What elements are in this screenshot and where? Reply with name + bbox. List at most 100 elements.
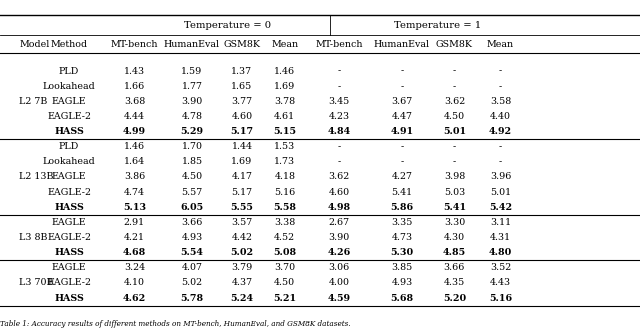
- Text: 5.01: 5.01: [490, 188, 511, 197]
- Text: 5.21: 5.21: [273, 294, 296, 303]
- Text: Temperature = 0: Temperature = 0: [184, 21, 271, 29]
- Text: EAGLE-2: EAGLE-2: [47, 188, 91, 197]
- Text: 5.41: 5.41: [391, 188, 413, 197]
- Text: L3 70B: L3 70B: [19, 279, 54, 288]
- Text: 1.66: 1.66: [124, 81, 145, 91]
- Text: 1.73: 1.73: [274, 157, 296, 166]
- Text: 3.90: 3.90: [181, 97, 203, 106]
- Text: 3.45: 3.45: [328, 97, 350, 106]
- Text: 5.57: 5.57: [181, 188, 203, 197]
- Text: 3.70: 3.70: [274, 263, 296, 272]
- Text: -: -: [499, 157, 502, 166]
- Text: 5.20: 5.20: [443, 294, 466, 303]
- Text: 4.78: 4.78: [182, 112, 202, 121]
- Text: 5.16: 5.16: [274, 188, 296, 197]
- Text: 5.03: 5.03: [444, 188, 465, 197]
- Text: 3.62: 3.62: [328, 172, 350, 181]
- Text: Model: Model: [19, 40, 49, 49]
- Text: 5.13: 5.13: [123, 203, 146, 212]
- Text: 5.41: 5.41: [443, 203, 466, 212]
- Text: 4.37: 4.37: [231, 279, 253, 288]
- Text: 4.59: 4.59: [328, 294, 351, 303]
- Text: Temperature = 1: Temperature = 1: [394, 21, 481, 29]
- Text: -: -: [452, 142, 456, 151]
- Text: 3.62: 3.62: [444, 97, 465, 106]
- Text: HASS: HASS: [54, 294, 84, 303]
- Text: 4.35: 4.35: [444, 279, 465, 288]
- Text: 6.05: 6.05: [180, 203, 204, 212]
- Text: -: -: [499, 66, 502, 75]
- Text: HumanEval: HumanEval: [164, 40, 220, 49]
- Text: 3.90: 3.90: [328, 233, 350, 242]
- Text: 4.60: 4.60: [328, 188, 350, 197]
- Text: GSM8K: GSM8K: [223, 40, 260, 49]
- Text: 2.91: 2.91: [124, 218, 145, 227]
- Text: 4.74: 4.74: [124, 188, 145, 197]
- Text: 4.91: 4.91: [390, 127, 413, 136]
- Text: 4.40: 4.40: [490, 112, 511, 121]
- Text: 1.46: 1.46: [274, 66, 296, 75]
- Text: -: -: [452, 157, 456, 166]
- Text: 1.64: 1.64: [124, 157, 145, 166]
- Text: 4.93: 4.93: [181, 233, 203, 242]
- Text: 4.00: 4.00: [329, 279, 349, 288]
- Text: 3.57: 3.57: [231, 218, 253, 227]
- Text: 1.69: 1.69: [274, 81, 296, 91]
- Text: 3.66: 3.66: [181, 218, 203, 227]
- Text: HumanEval: HumanEval: [374, 40, 430, 49]
- Text: L2 7B: L2 7B: [19, 97, 47, 106]
- Text: Mean: Mean: [487, 40, 514, 49]
- Text: Mean: Mean: [271, 40, 298, 49]
- Text: 4.92: 4.92: [489, 127, 512, 136]
- Text: -: -: [400, 157, 404, 166]
- Text: 3.30: 3.30: [444, 218, 465, 227]
- Text: 3.67: 3.67: [391, 97, 413, 106]
- Text: 3.98: 3.98: [444, 172, 465, 181]
- Text: 1.53: 1.53: [274, 142, 296, 151]
- Text: 3.78: 3.78: [274, 97, 296, 106]
- Text: 3.66: 3.66: [444, 263, 465, 272]
- Text: -: -: [499, 142, 502, 151]
- Text: PLD: PLD: [59, 66, 79, 75]
- Text: MT-bench: MT-bench: [316, 40, 363, 49]
- Text: 1.59: 1.59: [181, 66, 203, 75]
- Text: 5.01: 5.01: [443, 127, 466, 136]
- Text: 4.07: 4.07: [182, 263, 202, 272]
- Text: HASS: HASS: [54, 127, 84, 136]
- Text: 5.68: 5.68: [390, 294, 413, 303]
- Text: 4.60: 4.60: [231, 112, 253, 121]
- Text: 4.84: 4.84: [328, 127, 351, 136]
- Text: EAGLE: EAGLE: [52, 172, 86, 181]
- Text: L2 13B: L2 13B: [19, 172, 54, 181]
- Text: 3.85: 3.85: [391, 263, 413, 272]
- Text: 1.70: 1.70: [182, 142, 202, 151]
- Text: 5.58: 5.58: [273, 203, 296, 212]
- Text: 5.24: 5.24: [230, 294, 253, 303]
- Text: 5.55: 5.55: [230, 203, 253, 212]
- Text: 1.65: 1.65: [231, 81, 253, 91]
- Text: 2.67: 2.67: [328, 218, 350, 227]
- Text: -: -: [452, 66, 456, 75]
- Text: EAGLE: EAGLE: [52, 218, 86, 227]
- Text: 4.42: 4.42: [232, 233, 252, 242]
- Text: 3.24: 3.24: [124, 263, 145, 272]
- Text: 5.30: 5.30: [390, 248, 413, 257]
- Text: 1.46: 1.46: [124, 142, 145, 151]
- Text: 3.86: 3.86: [124, 172, 145, 181]
- Text: 4.10: 4.10: [124, 279, 145, 288]
- Text: 5.86: 5.86: [390, 203, 413, 212]
- Text: -: -: [337, 66, 341, 75]
- Text: 4.52: 4.52: [274, 233, 296, 242]
- Text: 5.17: 5.17: [231, 188, 253, 197]
- Text: -: -: [400, 142, 404, 151]
- Text: 4.98: 4.98: [328, 203, 351, 212]
- Text: MT-bench: MT-bench: [111, 40, 158, 49]
- Text: 5.17: 5.17: [230, 127, 253, 136]
- Text: EAGLE: EAGLE: [52, 263, 86, 272]
- Text: 4.23: 4.23: [328, 112, 350, 121]
- Text: 5.08: 5.08: [273, 248, 296, 257]
- Text: Lookahead: Lookahead: [43, 81, 95, 91]
- Text: HASS: HASS: [54, 248, 84, 257]
- Text: 3.58: 3.58: [490, 97, 511, 106]
- Text: 4.50: 4.50: [274, 279, 296, 288]
